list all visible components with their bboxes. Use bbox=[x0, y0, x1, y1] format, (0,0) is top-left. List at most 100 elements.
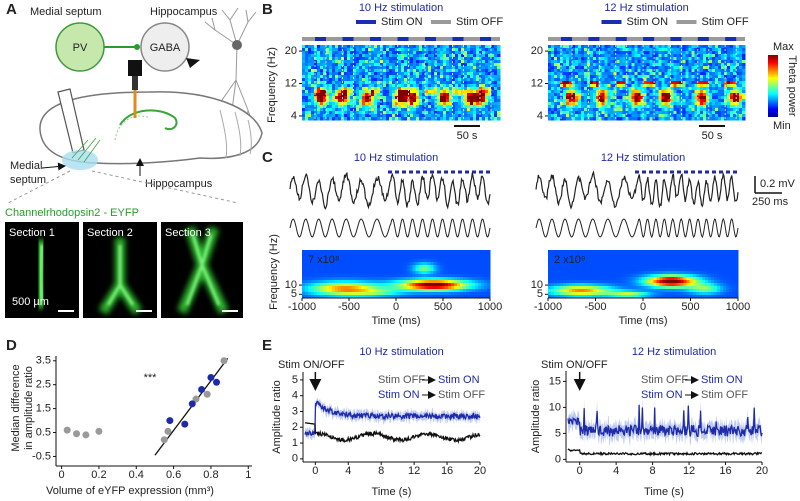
heatmap-cell bbox=[445, 283, 449, 287]
heatmap-cell bbox=[326, 96, 330, 100]
heatmap-cell bbox=[590, 292, 594, 296]
heatmap-cell bbox=[323, 51, 327, 55]
heatmap-cell bbox=[410, 66, 414, 70]
heatmap-cell bbox=[616, 87, 620, 91]
heatmap-cell bbox=[302, 84, 306, 88]
heatmap-cell bbox=[727, 72, 731, 76]
heatmap-cell bbox=[632, 268, 636, 272]
heatmap-cell bbox=[374, 57, 378, 61]
heatmap-cell bbox=[430, 262, 434, 266]
heatmap-cell bbox=[446, 81, 450, 85]
heatmap-cell bbox=[325, 256, 330, 260]
heatmap-cell bbox=[458, 45, 462, 49]
heatmap-cell bbox=[302, 78, 306, 82]
heatmap-cell bbox=[470, 93, 474, 97]
heatmap-cell bbox=[434, 78, 438, 82]
heatmap-cell bbox=[577, 51, 582, 55]
heatmap-cell bbox=[479, 57, 483, 61]
heatmap-cell bbox=[647, 259, 651, 263]
heatmap-cell bbox=[376, 283, 380, 287]
heatmap-cell bbox=[365, 69, 369, 73]
stim-on-segment bbox=[452, 37, 464, 41]
heatmap-cell bbox=[364, 295, 368, 299]
heatmap-cell bbox=[428, 96, 432, 100]
heatmap-cell bbox=[574, 48, 579, 52]
heatmap-cell bbox=[404, 54, 408, 58]
heatmap-cell bbox=[727, 105, 731, 109]
heatmap-cell bbox=[415, 271, 419, 275]
heatmap-cell bbox=[385, 253, 389, 257]
heatmap-cell bbox=[685, 108, 689, 112]
heatmap-cell bbox=[581, 280, 585, 284]
heatmap-cell bbox=[596, 265, 600, 269]
heatmap-cell bbox=[416, 99, 420, 103]
heatmap-cell bbox=[464, 63, 468, 67]
heatmap-cell bbox=[619, 63, 623, 67]
heatmap-cell bbox=[452, 57, 456, 61]
heatmap-cell bbox=[739, 117, 743, 121]
heatmap-cell bbox=[601, 78, 606, 82]
heatmap-cell bbox=[641, 259, 645, 263]
heatmap-cell bbox=[335, 93, 339, 97]
heatmap-cell bbox=[358, 286, 362, 290]
heatmap-cell bbox=[317, 108, 321, 112]
heatmap-cell bbox=[593, 280, 597, 284]
heatmap-cell bbox=[550, 51, 555, 55]
heatmap-cell bbox=[563, 259, 567, 263]
heatmap-cell bbox=[388, 292, 392, 296]
heatmap-cell bbox=[442, 265, 446, 269]
stim-on-segment bbox=[370, 37, 381, 41]
heatmap-cell bbox=[626, 274, 630, 278]
heatmap-cell bbox=[443, 51, 447, 55]
heatmap-cell bbox=[323, 69, 327, 73]
heatmap-cell bbox=[374, 114, 378, 118]
heatmap-cell bbox=[419, 51, 423, 55]
heatmap-cell bbox=[328, 292, 333, 296]
heatmap-cell bbox=[575, 277, 579, 281]
heatmap-cell bbox=[619, 66, 623, 70]
heatmap-cell bbox=[658, 114, 662, 118]
heatmap-cell bbox=[478, 274, 482, 278]
heatmap-cell bbox=[403, 292, 407, 296]
heatmap-cell bbox=[386, 111, 390, 115]
heatmap-cell bbox=[644, 265, 648, 269]
heatmap-cell bbox=[334, 268, 339, 272]
heatmap-cell bbox=[568, 93, 573, 97]
heatmap-cell bbox=[566, 292, 570, 296]
heatmap-cell bbox=[347, 81, 351, 85]
heatmap-cell bbox=[610, 84, 614, 88]
heatmap-cell bbox=[584, 265, 588, 269]
heatmap-cell bbox=[326, 111, 330, 115]
heatmap-cell bbox=[736, 111, 740, 115]
heatmap-cell bbox=[418, 280, 422, 284]
heatmap-cell bbox=[467, 78, 471, 82]
heatmap-cell bbox=[685, 117, 689, 121]
heatmap-cell bbox=[488, 108, 492, 112]
heatmap-cell bbox=[428, 87, 432, 91]
heatmap-cell bbox=[383, 87, 387, 91]
heatmap-cell bbox=[472, 274, 476, 278]
heatmap-cell bbox=[622, 60, 626, 64]
heatmap-cell bbox=[736, 90, 740, 94]
heatmap-cell bbox=[437, 114, 441, 118]
heatmap-cell bbox=[310, 259, 315, 263]
heatmap-cell bbox=[589, 108, 594, 112]
heatmap-cell bbox=[721, 63, 725, 67]
heatmap-cell bbox=[332, 63, 336, 67]
heatmap-cell bbox=[431, 60, 435, 64]
heatmap-cell bbox=[355, 265, 359, 269]
heatmap-cell bbox=[419, 63, 423, 67]
heatmap-cell bbox=[314, 84, 318, 88]
heatmap-cell bbox=[571, 99, 576, 103]
heatmap-cell bbox=[721, 114, 725, 118]
heatmap-cell bbox=[631, 99, 635, 103]
heatmap-cell bbox=[566, 271, 570, 275]
heatmap-cell bbox=[425, 108, 429, 112]
heatmap-cell bbox=[457, 265, 461, 269]
heatmap-cell bbox=[394, 286, 398, 290]
heatmap-cell bbox=[560, 253, 564, 257]
heatmap-cell bbox=[334, 262, 339, 266]
heatmap-cell bbox=[739, 90, 743, 94]
heatmap-cell bbox=[593, 289, 597, 293]
